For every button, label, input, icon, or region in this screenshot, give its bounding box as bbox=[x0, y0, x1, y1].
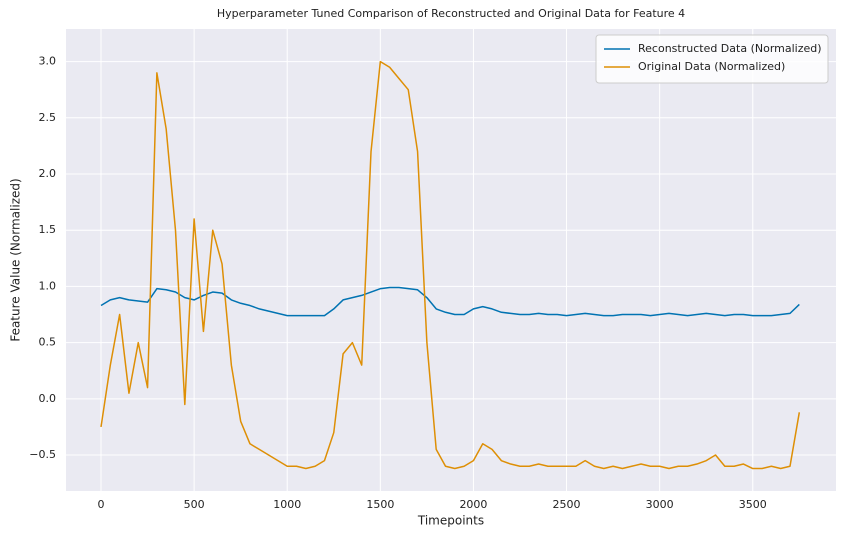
plot-area bbox=[66, 29, 836, 491]
legend-label: Reconstructed Data (Normalized) bbox=[638, 42, 822, 55]
y-tick-label: −0.5 bbox=[29, 448, 56, 461]
y-tick-label: 2.0 bbox=[39, 167, 57, 180]
x-tick-label: 0 bbox=[98, 498, 105, 511]
x-tick-label: 500 bbox=[184, 498, 205, 511]
x-tick-label: 2500 bbox=[553, 498, 581, 511]
x-tick-label: 2000 bbox=[459, 498, 487, 511]
y-tick-label: 3.0 bbox=[39, 55, 57, 68]
x-tick-label: 3500 bbox=[739, 498, 767, 511]
y-tick-label: 1.0 bbox=[39, 279, 57, 292]
y-tick-label: 0.5 bbox=[39, 336, 57, 349]
y-tick-label: 2.5 bbox=[39, 111, 57, 124]
chart-title: Hyperparameter Tuned Comparison of Recon… bbox=[217, 7, 685, 20]
y-tick-label: 0.0 bbox=[39, 392, 57, 405]
data-line bbox=[100, 60, 801, 470]
x-axis-label: Timepoints bbox=[417, 514, 484, 528]
data-line bbox=[100, 286, 800, 317]
legend-label: Original Data (Normalized) bbox=[638, 60, 785, 73]
y-axis-label: Feature Value (Normalized) bbox=[9, 178, 23, 341]
legend-box bbox=[595, 34, 829, 84]
x-tick-label: 3000 bbox=[646, 498, 674, 511]
y-tick-label: 1.5 bbox=[39, 223, 57, 236]
x-tick-label: 1000 bbox=[273, 498, 301, 511]
x-tick-label: 1500 bbox=[366, 498, 394, 511]
